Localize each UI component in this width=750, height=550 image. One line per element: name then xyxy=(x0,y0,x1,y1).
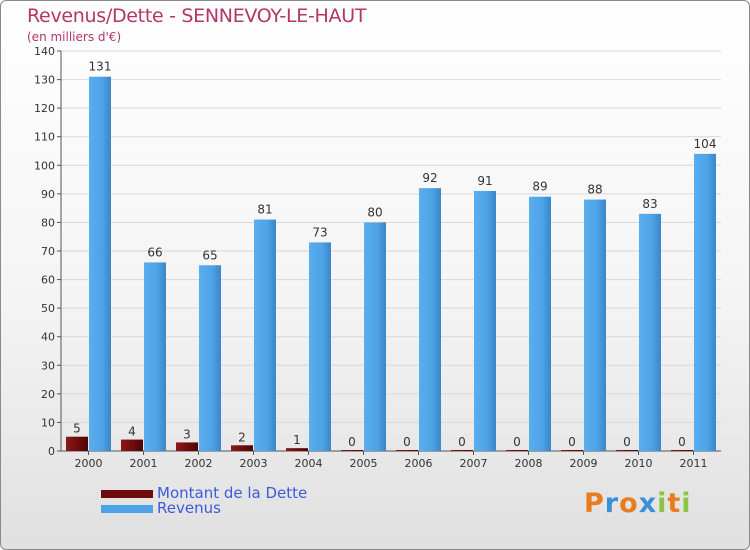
x-tick-label-2005: 2005 xyxy=(350,457,378,470)
y-tick-label: 30 xyxy=(41,359,55,372)
x-tick-label-2000: 2000 xyxy=(75,457,103,470)
legend-label-revenue: Revenus xyxy=(157,499,221,517)
bar-debt-2002 xyxy=(176,442,198,451)
bar-debt-2011 xyxy=(671,450,693,451)
bar-revenue-2007 xyxy=(474,191,496,451)
data-label-debt-2003: 2 xyxy=(238,430,246,444)
bar-revenue-2010 xyxy=(639,213,661,451)
logo-letter: r xyxy=(604,488,620,519)
data-label-debt-2002: 3 xyxy=(183,427,191,441)
y-tick-label: 70 xyxy=(41,245,55,258)
legend-swatch-revenue xyxy=(101,505,153,513)
bar-chart: 0102030405060708090100110120130140513120… xyxy=(34,45,721,470)
bar-revenue-2006 xyxy=(419,188,441,451)
bar-revenue-2001 xyxy=(144,262,166,451)
data-label-debt-2009: 0 xyxy=(568,435,576,449)
y-tick-label: 110 xyxy=(34,131,55,144)
y-tick-label: 20 xyxy=(41,388,55,401)
x-tick-label-2001: 2001 xyxy=(130,457,158,470)
logo-letter: i xyxy=(681,488,692,519)
bar-debt-2007 xyxy=(451,450,473,451)
data-label-revenue-2002: 65 xyxy=(202,248,217,262)
bar-debt-2009 xyxy=(561,450,583,451)
x-tick-label-2011: 2011 xyxy=(680,457,708,470)
data-label-debt-2007: 0 xyxy=(458,435,466,449)
data-label-debt-2004: 1 xyxy=(293,433,301,447)
logo-letter: i xyxy=(657,488,668,519)
data-label-debt-2006: 0 xyxy=(403,435,411,449)
data-label-revenue-2004: 73 xyxy=(312,225,327,239)
y-tick-label: 90 xyxy=(41,188,55,201)
x-tick-label-2008: 2008 xyxy=(515,457,543,470)
bar-debt-2001 xyxy=(121,439,143,451)
y-tick-label: 140 xyxy=(34,45,55,58)
x-tick-label-2009: 2009 xyxy=(570,457,598,470)
data-label-revenue-2007: 91 xyxy=(477,174,492,188)
bar-debt-2005 xyxy=(341,450,363,451)
x-tick-label-2006: 2006 xyxy=(405,457,433,470)
y-tick-label: 10 xyxy=(41,416,55,429)
data-label-debt-2010: 0 xyxy=(623,435,631,449)
y-tick-label: 100 xyxy=(34,159,55,172)
bar-debt-2003 xyxy=(231,445,253,451)
data-label-revenue-2011: 104 xyxy=(694,137,717,151)
bar-revenue-2008 xyxy=(529,196,551,451)
data-label-revenue-2010: 83 xyxy=(642,197,657,211)
data-label-revenue-2009: 88 xyxy=(587,183,602,197)
y-tick-label: 80 xyxy=(41,216,55,229)
data-label-revenue-2005: 80 xyxy=(367,205,382,219)
bar-revenue-2002 xyxy=(199,265,221,451)
data-label-revenue-2006: 92 xyxy=(422,171,437,185)
data-label-debt-2001: 4 xyxy=(128,425,136,439)
legend-label-debt: Montant de la Dette xyxy=(157,484,308,502)
bar-revenue-2004 xyxy=(309,242,331,451)
data-label-debt-2000: 5 xyxy=(73,422,81,436)
bar-revenue-2003 xyxy=(254,219,276,451)
bar-revenue-2009 xyxy=(584,199,606,451)
logo-letter: x xyxy=(638,488,658,519)
chart-title: Revenus/Dette - SENNEVOY-LE-HAUT xyxy=(27,5,367,27)
x-tick-label-2004: 2004 xyxy=(295,457,323,470)
logo-letter: t xyxy=(667,488,682,519)
data-label-debt-2008: 0 xyxy=(513,435,521,449)
data-label-revenue-2001: 66 xyxy=(147,245,162,259)
data-label-revenue-2000: 131 xyxy=(89,60,112,74)
bar-debt-2010 xyxy=(616,450,638,451)
y-tick-label: 60 xyxy=(41,274,55,287)
y-tick-label: 50 xyxy=(41,302,55,315)
x-tick-label-2002: 2002 xyxy=(185,457,213,470)
bar-debt-2008 xyxy=(506,450,528,451)
legend-swatch-debt xyxy=(101,490,153,498)
x-tick-label-2007: 2007 xyxy=(460,457,488,470)
proxiti-logo: Proxiti xyxy=(584,488,692,519)
y-tick-label: 0 xyxy=(48,445,55,458)
logo-letter: o xyxy=(619,488,639,519)
x-tick-label-2003: 2003 xyxy=(240,457,268,470)
y-tick-label: 130 xyxy=(34,74,55,87)
x-tick-label-2010: 2010 xyxy=(625,457,653,470)
bar-revenue-2011 xyxy=(694,153,716,451)
y-tick-label: 120 xyxy=(34,102,55,115)
data-label-revenue-2008: 89 xyxy=(532,180,547,194)
bar-revenue-2000 xyxy=(89,76,111,451)
y-tick-label: 40 xyxy=(41,331,55,344)
data-label-debt-2011: 0 xyxy=(678,435,686,449)
bar-debt-2006 xyxy=(396,450,418,451)
chart-subtitle: (en milliers d'€) xyxy=(27,30,122,44)
bar-debt-2000 xyxy=(66,436,88,451)
data-label-revenue-2003: 81 xyxy=(257,203,272,217)
data-label-debt-2005: 0 xyxy=(348,435,356,449)
logo-letter: P xyxy=(584,488,605,519)
bar-revenue-2005 xyxy=(364,222,386,451)
bar-debt-2004 xyxy=(286,448,308,451)
